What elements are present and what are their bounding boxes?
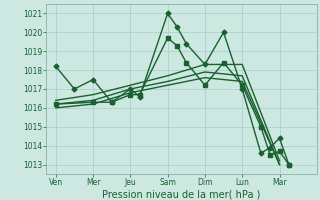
- X-axis label: Pression niveau de la mer( hPa ): Pression niveau de la mer( hPa ): [102, 190, 261, 200]
